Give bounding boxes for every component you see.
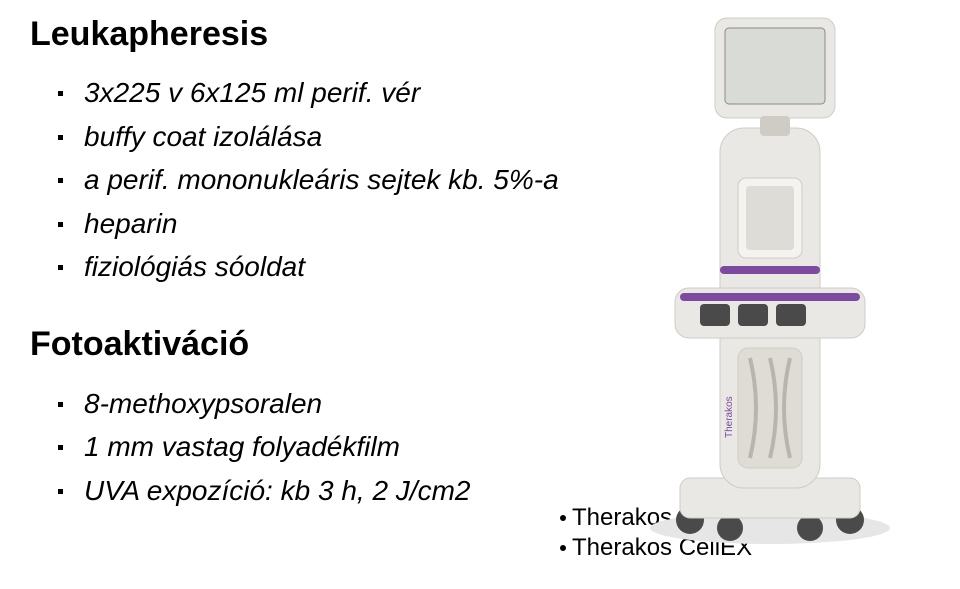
heading-fotoaktivacio: Fotoaktiváció (30, 326, 560, 363)
fotoaktivacio-list: 8-methoxypsoralen 1 mm vastag folyadékfi… (64, 382, 560, 512)
text-column: Leukapheresis 3x225 v 6x125 ml perif. vé… (30, 16, 560, 512)
svg-text:Therakos: Therakos (724, 396, 735, 438)
bullet-dot-icon (560, 515, 566, 521)
slide: Leukapheresis 3x225 v 6x125 ml perif. vé… (0, 0, 960, 589)
device-illustration: Therakos (620, 8, 920, 548)
list-item: buffy coat izolálása (64, 115, 560, 158)
list-item: UVA expozíció: kb 3 h, 2 J/cm2 (64, 469, 560, 512)
leukapheresis-list: 3x225 v 6x125 ml perif. vér buffy coat i… (64, 71, 560, 288)
list-item: heparin (64, 202, 560, 245)
bullet-dot-icon (560, 545, 566, 551)
list-item: 1 mm vastag folyadékfilm (64, 425, 560, 468)
list-item: a perif. mononukleáris sejtek kb. 5%-a (64, 158, 560, 201)
list-item: 3x225 v 6x125 ml perif. vér (64, 71, 560, 114)
section-fotoaktivacio: Fotoaktiváció 8-methoxypsoralen 1 mm vas… (30, 326, 560, 512)
heading-leukapheresis: Leukapheresis (30, 16, 560, 53)
list-item: fiziológiás sóoldat (64, 245, 560, 288)
device-svg: Therakos (620, 8, 920, 548)
list-item: 8-methoxypsoralen (64, 382, 560, 425)
